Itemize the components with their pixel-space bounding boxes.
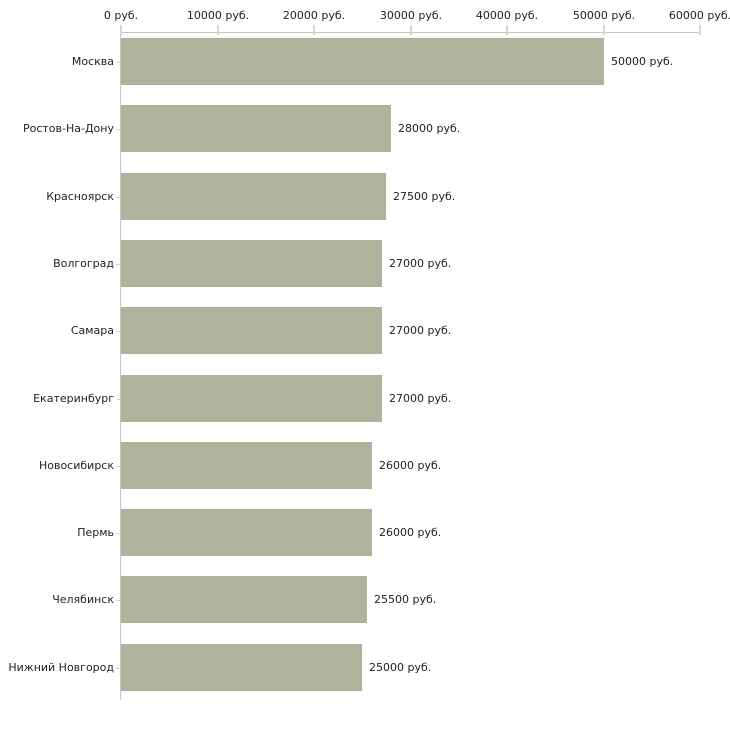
category-tick [116,197,120,198]
category-tick [116,399,120,400]
bar [121,105,391,152]
bar [121,307,382,354]
value-label: 26000 руб. [379,459,442,472]
x-axis-tick [313,25,315,35]
category-tick [116,264,120,265]
category-label: Москва [71,55,114,68]
value-label: 27000 руб. [389,392,452,405]
category-label: Нижний Новгород [8,661,114,674]
x-axis-tick [603,25,605,35]
value-label: 27000 руб. [389,324,452,337]
bar [121,442,372,489]
x-axis-tick-label: 50000 руб. [572,9,636,22]
y-axis-line [120,32,121,700]
category-tick [116,331,120,332]
value-label: 25500 руб. [374,593,437,606]
category-label: Самара [70,324,114,337]
value-label: 26000 руб. [379,526,442,539]
category-label: Ростов-На-Дону [22,122,114,135]
bar [121,240,382,287]
x-axis-tick [410,25,412,35]
category-label: Красноярск [46,190,114,203]
x-axis-tick [506,25,508,35]
category-tick [116,129,120,130]
x-axis-tick-label: 10000 руб. [186,9,250,22]
x-axis-tick-label: 30000 руб. [379,9,443,22]
bar [121,509,372,556]
bar [121,38,604,85]
x-axis-tick-label: 40000 руб. [475,9,539,22]
category-tick [116,533,120,534]
value-label: 50000 руб. [611,55,674,68]
category-tick [116,668,120,669]
bar [121,576,367,623]
category-label: Челябинск [52,593,114,606]
x-axis-tick [217,25,219,35]
bar [121,375,382,422]
value-label: 27500 руб. [393,190,456,203]
value-label: 27000 руб. [389,257,452,270]
x-axis-tick [120,25,122,35]
category-tick [116,62,120,63]
bar [121,173,386,220]
category-label: Волгоград [53,257,114,270]
category-label: Пермь [77,526,114,539]
value-label: 28000 руб. [398,122,461,135]
category-label: Новосибирск [38,459,114,472]
value-label: 25000 руб. [369,661,432,674]
category-label: Екатеринбург [33,392,114,405]
x-axis-tick [699,25,701,35]
bar [121,644,362,691]
x-axis-tick-label: 60000 руб. [668,9,730,22]
category-tick [116,466,120,467]
x-axis-tick-label: 0 руб. [103,9,139,22]
category-tick [116,600,120,601]
x-axis-tick-label: 20000 руб. [282,9,346,22]
